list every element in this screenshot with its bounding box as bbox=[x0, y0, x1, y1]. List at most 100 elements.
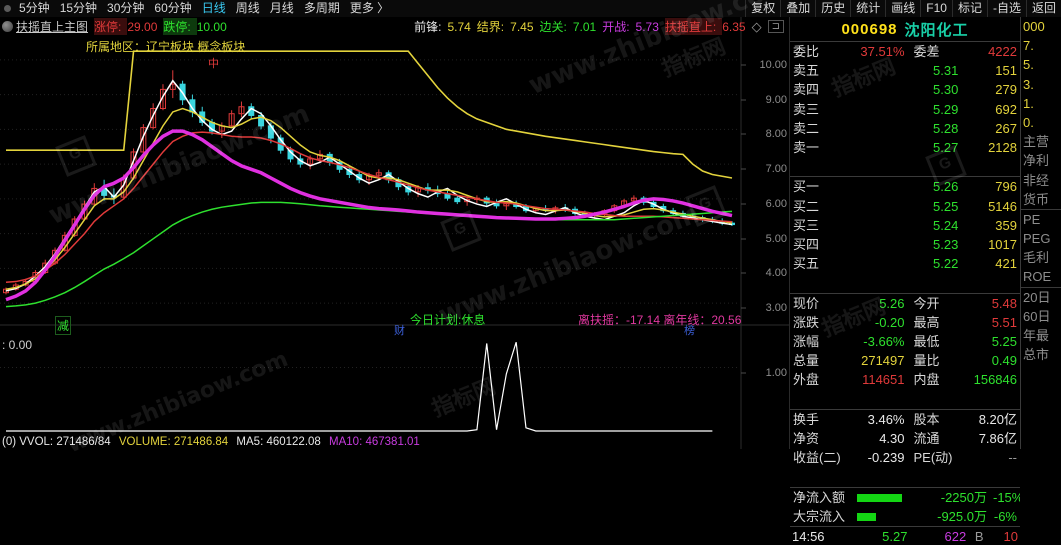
chart-canvas[interactable] bbox=[0, 17, 789, 449]
sector-info-line: 所属地区：辽宁板块 概念板块 bbox=[86, 40, 246, 54]
weicha-label: 委差 bbox=[913, 44, 940, 59]
ask-price-4: 5.30 bbox=[933, 82, 959, 98]
chart-area[interactable] bbox=[0, 17, 790, 449]
indicator-params-group: 前锋: 5.74 结界: 7.45 边关: 7.01 开战: 5.73 扶摇直上… bbox=[414, 18, 788, 35]
y-tick-mark bbox=[741, 307, 746, 309]
quote-stats-table: 现价 5.26 今开 5.48 涨跌 -0.20 最高 5.51 涨幅 -3.66% 最低 5.2… bbox=[790, 294, 1020, 488]
stat-label-pct: 涨幅 bbox=[793, 334, 820, 350]
menu-item-multiperiod[interactable]: 多周期 bbox=[303, 1, 340, 15]
ask-label-2: 卖二 bbox=[793, 120, 820, 136]
line-series bbox=[5, 107, 733, 290]
indicator-title[interactable]: 扶摇直上主图 bbox=[16, 20, 89, 34]
menu-item-drawline[interactable]: 画线 bbox=[885, 0, 920, 17]
param-qianfeng-value: 5.74 bbox=[447, 19, 471, 34]
table-row: 大宗流入 -925.0万 -6% bbox=[790, 507, 1020, 526]
table-row[interactable]: 卖三 5.29 692 bbox=[790, 100, 1020, 119]
table-row[interactable]: 买二 5.25 5146 bbox=[790, 197, 1020, 216]
menu-item-mark[interactable]: 标记 bbox=[951, 0, 987, 17]
ask-price-1: 5.27 bbox=[933, 140, 959, 156]
legend-ma5: MA5: 460122.08 bbox=[236, 436, 321, 448]
chart-left-value: : 0.00 bbox=[2, 338, 33, 352]
volume-y-tick-label: 1.00 bbox=[765, 366, 787, 379]
table-row-weibi: 委比 37.51% 委差 4222 bbox=[790, 42, 1020, 61]
line-series bbox=[5, 201, 733, 308]
menu-item-15min[interactable]: 15分钟 bbox=[59, 1, 98, 15]
menu-item-overlay[interactable]: 叠加 bbox=[780, 0, 815, 17]
menu-item-watchlist[interactable]: -自选 bbox=[986, 0, 1026, 17]
stat-value-pct: -3.66% bbox=[863, 334, 905, 350]
order-book-divider bbox=[790, 157, 1020, 178]
menu-item-adjust[interactable]: 复权 bbox=[745, 0, 780, 17]
legend-vvol: (0) VVOL: 271486/84 bbox=[2, 436, 111, 448]
menu-item-30min[interactable]: 30分钟 bbox=[107, 1, 145, 15]
far-row-14: 20日 bbox=[1023, 289, 1051, 305]
y-tick-mark bbox=[741, 272, 746, 274]
fund-label-netasset: 净资 bbox=[793, 431, 820, 447]
limit-down-value: 10.00 bbox=[196, 19, 227, 34]
table-row[interactable]: 买一 5.26 796 bbox=[790, 177, 1020, 197]
far-row-5: 0. bbox=[1023, 114, 1034, 130]
quote-title[interactable]: 000698 沈阳化工 bbox=[790, 17, 1020, 42]
far-row-3: 3. bbox=[1023, 76, 1034, 92]
expand-icon[interactable]: ⊐ bbox=[767, 20, 784, 33]
table-row[interactable]: 卖一 5.27 2128 bbox=[790, 138, 1020, 157]
stat-value-change: -0.20 bbox=[874, 314, 905, 330]
annotation-caibang-cai: 财 bbox=[394, 325, 405, 337]
menu-item-weekly[interactable]: 周线 bbox=[235, 1, 260, 15]
y-tick-mark bbox=[741, 168, 746, 170]
table-row: 净流入额 -2250万 -15% bbox=[790, 488, 1020, 507]
bid-label-1: 买一 bbox=[793, 179, 820, 195]
far-row-0: 000 bbox=[1023, 19, 1045, 34]
menu-item-history[interactable]: 历史 bbox=[815, 0, 850, 17]
far-row-7: 净利 bbox=[1023, 153, 1050, 169]
menu-item-f10[interactable]: F10 bbox=[920, 0, 952, 17]
bid-price-5: 5.22 bbox=[933, 256, 959, 272]
param-kaizhan-label: 开战: bbox=[602, 20, 630, 34]
menu-item-statistics[interactable]: 统计 bbox=[850, 0, 885, 17]
table-row[interactable]: 买三 5.24 359 bbox=[790, 216, 1020, 235]
line-series bbox=[5, 79, 733, 292]
stat-label-change: 涨跌 bbox=[793, 314, 820, 330]
table-row[interactable]: 卖二 5.28 267 bbox=[790, 119, 1020, 138]
stock-name: 沈阳化工 bbox=[904, 21, 969, 39]
y-tick-mark bbox=[741, 99, 746, 101]
table-row[interactable]: 买四 5.23 1017 bbox=[790, 235, 1020, 254]
table-row: 涨跌 -0.20 最高 5.51 bbox=[790, 313, 1020, 332]
fund-value-shares: 8.20亿 bbox=[978, 411, 1017, 427]
param-kaizhan-value: 5.73 bbox=[635, 19, 659, 34]
far-row-9: 货币 bbox=[1023, 191, 1050, 207]
quote-panel: 000698 沈阳化工 委比 37.51% 委差 4222 卖五 5.31 151 … bbox=[790, 17, 1021, 544]
menu-item-60min[interactable]: 60分钟 bbox=[154, 1, 192, 15]
tick-volume: 622 bbox=[944, 528, 967, 544]
ask-vol-1: 2128 bbox=[988, 140, 1017, 156]
table-row[interactable]: 买五 5.22 421 bbox=[790, 254, 1020, 273]
y-tick-label: 9.00 bbox=[765, 93, 787, 106]
last-tick-row: 14:56 5.27 622 B 10 bbox=[790, 526, 1020, 545]
far-row-2: 5. bbox=[1023, 57, 1034, 73]
far-row-1: 7. bbox=[1023, 38, 1034, 54]
menu-left-arrow-icon[interactable] bbox=[4, 5, 11, 12]
flow-value-net: -2250万 bbox=[940, 489, 987, 505]
flow-value-block: -925.0万 bbox=[937, 508, 987, 524]
line-series bbox=[5, 131, 733, 283]
menu-item-5min[interactable]: 5分钟 bbox=[19, 1, 50, 15]
menu-item-more[interactable]: 更多 〉 bbox=[349, 1, 390, 15]
param-fuyao-value: 6.35 bbox=[722, 19, 746, 34]
bid-vol-2: 5146 bbox=[988, 198, 1017, 214]
bid-vol-4: 1017 bbox=[988, 237, 1017, 253]
fundamentals-divider bbox=[790, 389, 1020, 410]
diamond-icon[interactable]: ◇ bbox=[751, 18, 762, 34]
money-flow-table: 净流入额 -2250万 -15% 大宗流入 -925.0万 -6% bbox=[790, 488, 1020, 526]
order-book-asks[interactable]: 卖五 5.31 151 卖四 5.30 279 卖三 5.29 692 卖二 5.28 267 … bbox=[790, 61, 1020, 294]
menu-item-daily[interactable]: 日线 bbox=[201, 1, 226, 15]
top-menu-bar: 5分钟 15分钟 30分钟 60分钟 日线 周线 月线 多周期 更多 〉 复权 … bbox=[0, 0, 1061, 18]
menu-item-monthly[interactable]: 月线 bbox=[269, 1, 294, 15]
tool-menu-group: 复权 叠加 历史 统计 画线 F10 标记 -自选 返回 bbox=[745, 0, 1061, 17]
menu-item-back[interactable]: 返回 bbox=[1025, 0, 1061, 17]
table-row[interactable]: 卖五 5.31 151 bbox=[790, 61, 1020, 80]
weibi-label: 委比 bbox=[793, 44, 820, 59]
table-row[interactable]: 卖四 5.30 279 bbox=[790, 80, 1020, 99]
ask-price-5: 5.31 bbox=[933, 63, 959, 79]
tick-flag: B bbox=[974, 528, 984, 544]
ask-label-4: 卖四 bbox=[793, 82, 820, 98]
